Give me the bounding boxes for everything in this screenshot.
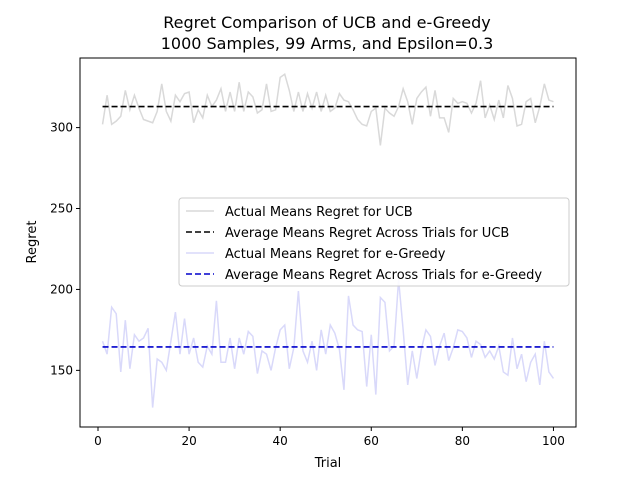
legend-label-3: Actual Means Regret for e-Greedy [225, 247, 446, 262]
legend-box [178, 197, 570, 287]
y-tick-label: 250 [50, 202, 73, 216]
y-tick-label: 200 [50, 282, 73, 296]
series-line-3 [101, 279, 555, 408]
y-axis: 150 200 250 300 [50, 121, 80, 377]
y-tick-label: 300 [50, 121, 73, 135]
chart-title: Regret Comparison of UCB and e-Greedy [163, 13, 491, 32]
x-tick-label: 40 [273, 434, 288, 448]
legend-label-4: Average Means Regret Across Trials for e… [225, 268, 542, 283]
series-line-1 [101, 72, 554, 146]
x-axis: 0 20 40 60 80 100 [94, 427, 565, 448]
legend: Actual Means Regret for UCB Average Means… [178, 197, 570, 287]
x-tick-label: 20 [181, 434, 196, 448]
x-axis-label: Trial [314, 456, 342, 471]
x-tick-label: 80 [455, 434, 470, 448]
x-tick-label: 0 [94, 434, 102, 448]
y-tick-label: 150 [50, 363, 73, 377]
chart-subtitle: 1000 Samples, 99 Arms, and Epsilon=0.3 [161, 34, 494, 53]
plot-lines [101, 72, 555, 408]
legend-label-2: Average Means Regret Across Trials for U… [225, 226, 509, 241]
legend-label-1: Actual Means Regret for UCB [225, 205, 413, 220]
x-tick-label: 100 [542, 434, 565, 448]
plot-frame [79, 57, 577, 428]
x-tick-label: 60 [364, 434, 379, 448]
y-axis-label: Regret [25, 221, 40, 264]
